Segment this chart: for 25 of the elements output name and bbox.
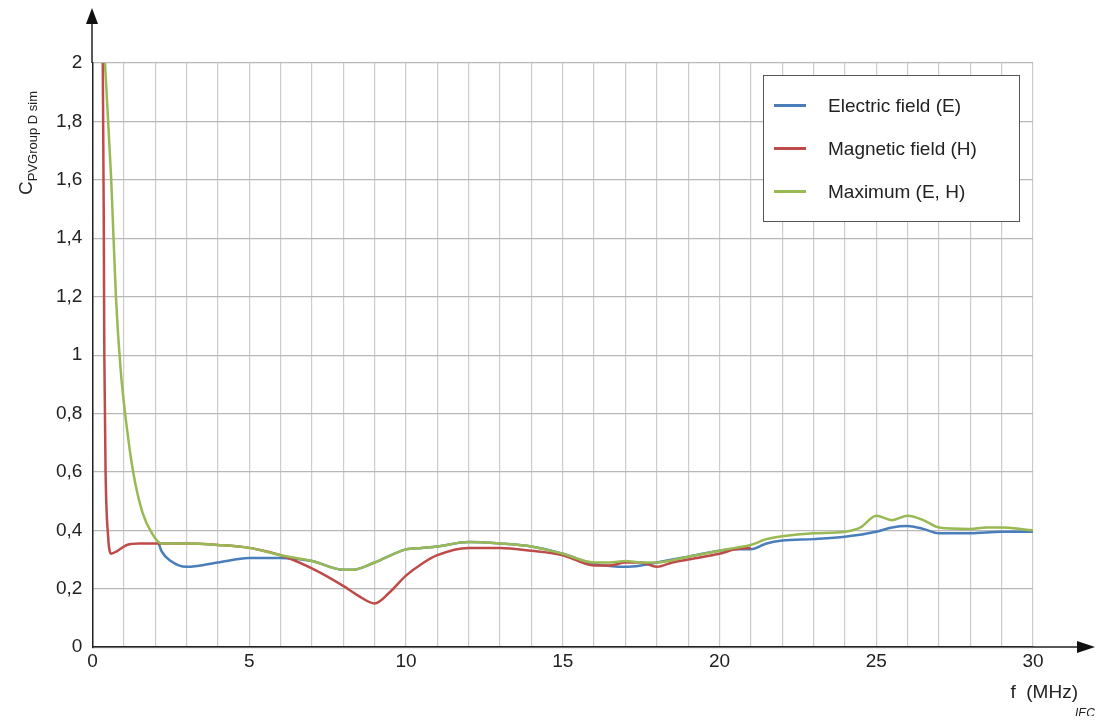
y-tick-label: 1,6 xyxy=(55,168,83,190)
y-tick-label: 1 xyxy=(71,343,83,365)
y-tick-label: 0,2 xyxy=(55,577,83,599)
y-tick-label: 1,2 xyxy=(55,284,83,306)
legend-label: Maximum (E, H) xyxy=(828,180,966,203)
y-tick-label: 0,6 xyxy=(55,460,83,482)
y-tick-label: 1,4 xyxy=(55,226,83,248)
x-axis-title: f (MHz) xyxy=(1010,680,1078,702)
line-series xyxy=(103,63,1033,572)
legend-label: Magnetic field (H) xyxy=(828,137,977,160)
x-tick-label: 25 xyxy=(865,649,887,671)
x-tick-label: 30 xyxy=(1022,649,1044,671)
x-tick-label: 5 xyxy=(243,649,255,671)
x-tick-label: 20 xyxy=(708,649,731,671)
legend-label: Electric field (E) xyxy=(828,94,962,117)
x-tick-label: 15 xyxy=(552,649,574,671)
y-tick-label: 2 xyxy=(71,51,83,73)
x-tick-label: 10 xyxy=(395,649,417,671)
text: IEC xyxy=(1074,705,1096,720)
x-tick-label: 0 xyxy=(87,649,98,671)
y-tick-label: 1,8 xyxy=(55,109,83,131)
y-axis-title: CPVGroup D sim xyxy=(15,90,40,196)
y-tick-label: 0 xyxy=(71,635,83,657)
y-tick-label: 0,4 xyxy=(55,518,83,540)
y-tick-label: 0,8 xyxy=(55,401,83,423)
